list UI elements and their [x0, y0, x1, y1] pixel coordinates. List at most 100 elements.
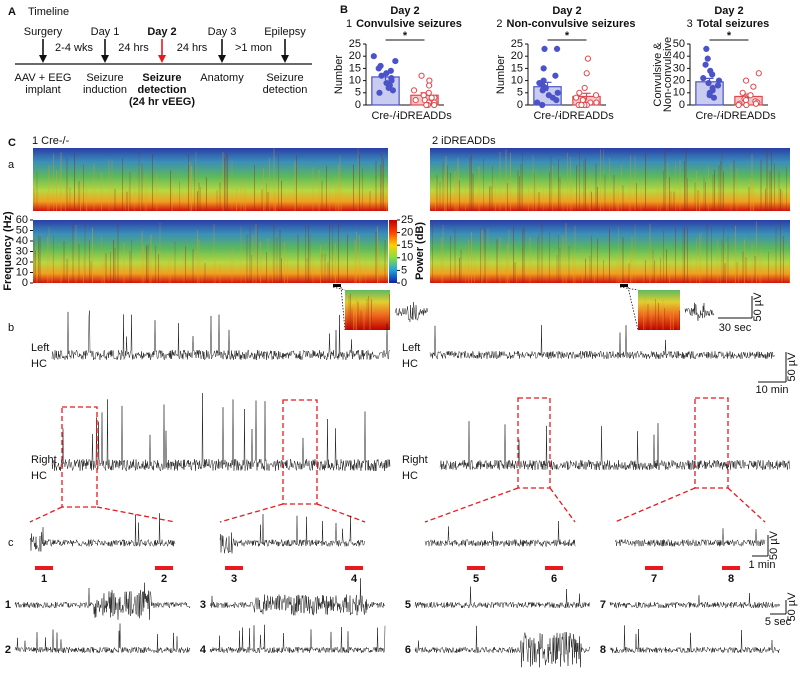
data-point — [534, 99, 541, 106]
y-axis-label: Convulsive & — [652, 42, 664, 107]
spectrogram — [33, 148, 388, 211]
segment-number: 4 — [200, 644, 207, 656]
channel-label: HC — [402, 358, 418, 370]
chart-title: Convulsive seizures — [356, 18, 462, 30]
colorbar-tick-label: 0 — [401, 277, 407, 289]
zoom-line — [96, 506, 176, 523]
eeg-trace — [14, 582, 191, 620]
data-point — [739, 89, 746, 96]
eeg-trace — [609, 592, 781, 609]
arrow-head — [281, 55, 289, 63]
event-label: Surgery — [24, 26, 63, 38]
data-point — [715, 77, 723, 84]
eeg-trace — [51, 310, 391, 361]
eeg-trace — [609, 625, 781, 654]
data-point — [553, 45, 561, 52]
data-point — [703, 45, 710, 52]
time-marker — [620, 284, 628, 287]
segment-number: 1 — [5, 599, 11, 611]
data-point — [584, 55, 592, 62]
colorbar — [389, 220, 397, 283]
y-tick-label: 10 — [349, 75, 361, 87]
y-tick-label: 20 — [16, 256, 28, 268]
y-tick-label: 0 — [22, 277, 28, 289]
x-tick-label: iDREADDs — [559, 110, 614, 122]
segment-number: 7 — [651, 573, 657, 585]
event-label: Day 1 — [91, 26, 120, 38]
y-tick-label: 0 — [355, 99, 361, 111]
data-point — [576, 89, 583, 96]
y-tick-label: 10 — [16, 266, 28, 278]
eeg-trace — [394, 302, 429, 322]
eeg-trace — [614, 528, 766, 548]
chart-number: 3 — [687, 18, 693, 30]
event-detail: AAV + EEG — [15, 72, 72, 84]
spectrogram — [345, 290, 390, 330]
y-tick-label: 20 — [349, 50, 361, 62]
eeg-trace — [51, 393, 391, 472]
segment-bar — [155, 566, 173, 570]
chart-title: Non-convulsive seizures — [507, 18, 636, 30]
channel-label: Right — [402, 454, 428, 466]
data-point — [392, 57, 399, 65]
time-marker — [333, 284, 341, 287]
segment-bar — [35, 566, 53, 570]
data-point — [426, 82, 433, 89]
colorbar-tick-label: 5 — [401, 264, 407, 276]
data-point — [704, 55, 711, 62]
y-axis-label: Non-convulsive — [662, 37, 674, 112]
data-point — [412, 97, 419, 104]
segment-number: 3 — [200, 599, 206, 611]
data-point — [583, 70, 590, 77]
scale-label: 50 µV — [752, 292, 764, 322]
segment-bar — [467, 566, 485, 570]
eeg-trace — [209, 624, 386, 654]
zoom-box — [694, 397, 729, 489]
colorbar-label: Power (dB) — [414, 222, 426, 280]
chart-title: Total seizures — [697, 18, 770, 30]
data-point — [375, 65, 382, 72]
y-tick-label: 0 — [679, 99, 685, 111]
segment-bar — [345, 566, 363, 570]
eeg-trace — [684, 302, 715, 321]
channel-label: HC — [402, 470, 418, 482]
y-tick-label: 60 — [16, 214, 28, 226]
channel-label: HC — [31, 470, 47, 482]
data-point — [423, 101, 430, 109]
y-tick-label: 10 — [511, 75, 523, 87]
data-point — [418, 72, 425, 79]
chart-number: 1 — [346, 18, 352, 30]
data-point — [705, 79, 712, 87]
significance-mark: * — [403, 30, 408, 42]
segment-bar — [722, 566, 740, 570]
segment-bar — [645, 566, 663, 570]
significance-mark: * — [565, 30, 570, 42]
arrow-head — [158, 55, 166, 63]
arrow-head — [39, 55, 47, 63]
y-tick-label: 0 — [517, 99, 523, 111]
data-point — [750, 83, 757, 90]
chart-number: 2 — [496, 18, 502, 30]
y-axis-label: Number — [495, 55, 507, 94]
data-point — [370, 53, 377, 60]
eeg-trace — [439, 421, 791, 471]
data-point — [431, 101, 438, 109]
colorbar-tick-label: 20 — [401, 227, 413, 239]
channel-label: HC — [31, 358, 47, 370]
panel-letter: A — [8, 6, 16, 18]
zoom-line — [619, 286, 639, 291]
segment-number: 4 — [351, 573, 358, 585]
y-axis-label: Frequency (Hz) — [2, 211, 14, 291]
scale-label: 10 min — [755, 384, 788, 396]
row-label: c — [8, 537, 14, 549]
scale-label: 50 µV — [768, 530, 780, 560]
x-tick-label: Cre-/- — [371, 110, 399, 122]
interval-label: >1 mon — [235, 42, 272, 54]
channel-label: Left — [31, 342, 49, 354]
event-detail: (24 hr vEEG) — [129, 96, 195, 108]
spectrogram — [638, 290, 680, 330]
y-tick-label: 25 — [349, 38, 361, 50]
data-point — [376, 89, 383, 96]
segment-number: 8 — [728, 573, 734, 585]
zoom-box — [517, 397, 551, 489]
